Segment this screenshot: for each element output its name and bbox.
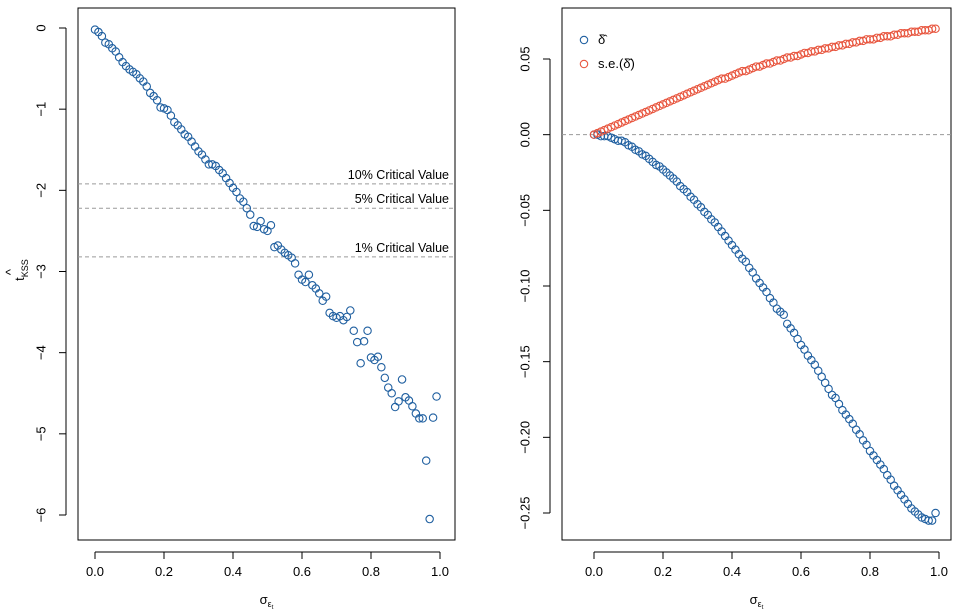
data-point xyxy=(342,312,352,322)
x-tick-label: 1.0 xyxy=(930,564,948,579)
y-tick-label: −0.10 xyxy=(517,270,532,303)
data-point xyxy=(415,414,424,423)
data-point xyxy=(387,388,396,398)
data-point xyxy=(152,95,162,105)
data-point xyxy=(242,203,252,213)
legend-marker xyxy=(579,35,589,45)
x-tick-label: 0.0 xyxy=(585,564,603,579)
plot-frame xyxy=(561,7,952,541)
left-chart: 0.0 0.2 0.4 0.6 0.8 1.0 0 −1 −2 −3 −4 −5 −6 σεt tKSS^ 1… xyxy=(3,7,456,611)
x-axis: 0.0 0.2 0.4 0.6 0.8 1.0 xyxy=(585,551,948,579)
y-tick-label: −6 xyxy=(33,508,48,523)
y-tick-label: 0.00 xyxy=(517,122,532,147)
x-axis-title: σεt xyxy=(750,592,764,611)
data-point xyxy=(359,337,369,346)
data-point xyxy=(352,337,362,347)
data-point xyxy=(927,24,937,33)
y-tick-label: 0 xyxy=(33,24,48,31)
data-point xyxy=(266,220,276,230)
data-point xyxy=(779,310,788,320)
x-tick-label: 0.2 xyxy=(155,564,173,579)
x-tick-label: 0.6 xyxy=(792,564,810,579)
data-point xyxy=(346,306,355,315)
data-point xyxy=(380,373,390,383)
series-1 xyxy=(90,25,441,524)
x-tick-label: 1.0 xyxy=(431,564,449,579)
legend-marker xyxy=(579,59,589,69)
legend-label: s.e.(δ̂) xyxy=(598,56,635,71)
critical-value-label: 10% Critical Value xyxy=(348,168,449,182)
critical-value-label: 1% Critical Value xyxy=(355,241,449,255)
y-tick-label: 0.05 xyxy=(517,46,532,71)
data-point xyxy=(166,111,176,120)
x-tick-label: 0.8 xyxy=(362,564,380,579)
x-tick-label: 0.8 xyxy=(861,564,879,579)
x-axis-title: σεt xyxy=(260,592,274,611)
data-point xyxy=(924,516,933,525)
data-point xyxy=(349,326,358,336)
data-point xyxy=(356,358,365,368)
data-point xyxy=(246,210,255,219)
x-tick-label: 0.6 xyxy=(293,564,311,579)
data-point xyxy=(394,397,403,406)
y-axis-title-hat: ^ xyxy=(3,268,18,275)
y-axis: 0.05 0.00 −0.05 −0.10 −0.15 −0.20 −0.25 xyxy=(517,46,551,530)
data-point xyxy=(931,508,940,518)
data-point xyxy=(304,270,314,279)
right-chart: 0.0 0.2 0.4 0.6 0.8 1.0 0.05 0.00 −0.05 −0.10 −0.1… xyxy=(517,7,952,611)
data-point xyxy=(927,516,937,525)
data-point xyxy=(256,216,265,226)
data-point xyxy=(373,352,383,361)
data-point xyxy=(239,197,248,206)
y-axis-title: tKSS xyxy=(12,259,30,281)
data-point xyxy=(418,414,427,423)
critical-value-label: 5% Critical Value xyxy=(355,192,449,206)
data-point xyxy=(931,24,940,33)
data-point xyxy=(421,456,431,465)
data-point xyxy=(249,221,258,231)
y-tick-label: −0.20 xyxy=(517,421,532,454)
y-tick-label: −3 xyxy=(33,264,48,279)
series-2 xyxy=(589,24,940,139)
data-point xyxy=(425,514,434,524)
data-point xyxy=(363,326,372,336)
x-axis: 0.0 0.2 0.4 0.6 0.8 1.0 xyxy=(86,551,449,579)
x-tick-label: 0.4 xyxy=(224,564,242,579)
data-point xyxy=(432,392,441,401)
data-point xyxy=(377,363,386,372)
data-point xyxy=(290,259,300,268)
y-tick-label: −0.15 xyxy=(517,345,532,378)
data-point xyxy=(97,31,107,41)
data-point xyxy=(142,82,152,91)
x-tick-label: 0.2 xyxy=(654,564,672,579)
y-tick-label: −2 xyxy=(33,183,48,198)
data-point xyxy=(301,277,310,287)
y-tick-label: −0.05 xyxy=(517,194,532,227)
y-axis: 0 −1 −2 −3 −4 −5 −6 xyxy=(33,24,67,523)
x-tick-label: 0.4 xyxy=(723,564,741,579)
plot-frame xyxy=(77,7,456,541)
series-1 xyxy=(589,130,940,525)
data-point xyxy=(408,401,417,411)
legend-label: δ̂ xyxy=(598,32,608,47)
y-tick-label: −1 xyxy=(33,102,48,117)
y-tick-label: −4 xyxy=(33,345,48,360)
data-point xyxy=(314,289,324,298)
y-tick-label: −5 xyxy=(33,426,48,441)
y-tick-label: −0.25 xyxy=(517,497,532,530)
data-point xyxy=(428,413,438,422)
x-tick-label: 0.0 xyxy=(86,564,104,579)
data-point xyxy=(321,292,331,301)
data-point xyxy=(232,187,241,197)
data-point xyxy=(397,375,407,384)
legend: δ̂ s.e.(δ̂) xyxy=(579,32,635,71)
